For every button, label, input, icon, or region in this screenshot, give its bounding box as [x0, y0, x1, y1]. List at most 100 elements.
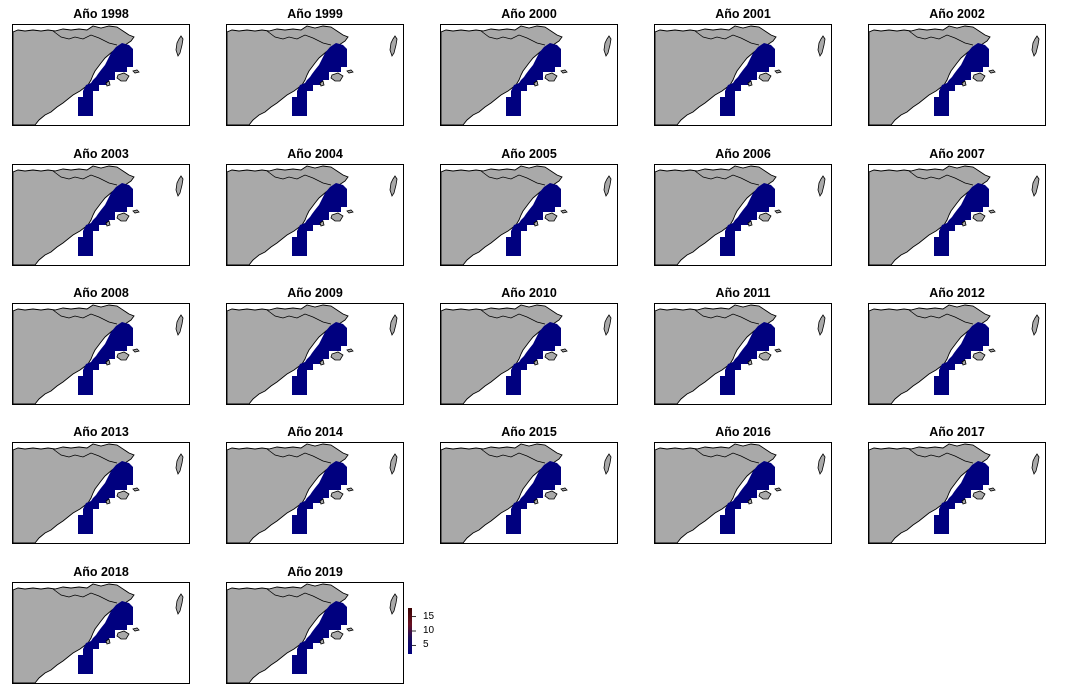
country-border — [52, 448, 118, 464]
balearic-ibiza — [105, 220, 111, 227]
iberian-peninsula-land — [655, 25, 777, 125]
balearic-ibiza — [105, 80, 111, 87]
balearic-menorca — [560, 487, 568, 492]
map-frame — [868, 164, 1046, 266]
country-border — [908, 30, 974, 46]
balearic-ibiza — [961, 80, 967, 87]
map-frame — [440, 164, 618, 266]
fishing-grid-cells — [78, 322, 133, 395]
iberia-map — [655, 25, 826, 125]
map-frame — [12, 582, 190, 684]
fishing-grid-cells — [292, 183, 347, 256]
iberia-map — [13, 165, 184, 265]
panel-title: Año 2019 — [287, 565, 343, 579]
fishing-grid-cells — [292, 43, 347, 116]
balearic-menorca — [988, 69, 996, 74]
balearic-menorca — [988, 487, 996, 492]
map-frame — [868, 303, 1046, 405]
map-frame — [654, 24, 832, 126]
legend-tick-label: 15 — [423, 610, 435, 622]
balearic-menorca — [132, 348, 140, 353]
corsica-island — [1031, 35, 1040, 57]
corsica-island — [603, 35, 612, 57]
corsica-island — [817, 175, 826, 197]
balearic-menorca — [132, 487, 140, 492]
map-panel: Año 2015 — [440, 424, 618, 546]
balearic-ibiza — [319, 638, 325, 645]
fishing-grid-cells — [78, 601, 133, 674]
country-border — [694, 448, 760, 464]
panel-title: Año 2014 — [287, 425, 343, 439]
country-border — [694, 309, 760, 325]
iberian-peninsula-land — [227, 25, 349, 125]
balearic-mallorca — [330, 212, 344, 222]
map-panel: Año 2001 — [654, 6, 832, 128]
country-border — [480, 170, 546, 186]
balearic-menorca — [346, 487, 354, 492]
panel-title: Año 2015 — [501, 425, 557, 439]
map-frame — [226, 164, 404, 266]
panel-title: Año 2003 — [73, 147, 129, 161]
corsica-island — [1031, 453, 1040, 475]
fishing-grid-cells — [506, 183, 561, 256]
panel-title: Año 1999 — [287, 7, 343, 21]
fishing-grid-cells — [506, 461, 561, 534]
country-border — [266, 30, 332, 46]
map-frame — [226, 303, 404, 405]
fishing-grid-cells — [934, 461, 989, 534]
map-frame — [12, 303, 190, 405]
balearic-mallorca — [972, 72, 986, 82]
fishing-grid-cells — [720, 43, 775, 116]
panel-title: Año 2005 — [501, 147, 557, 161]
corsica-island — [603, 175, 612, 197]
fishing-grid-cells — [720, 461, 775, 534]
map-frame — [12, 24, 190, 126]
map-panel: Año 2012 — [868, 285, 1046, 407]
country-border — [908, 448, 974, 464]
balearic-ibiza — [105, 359, 111, 366]
balearic-menorca — [774, 69, 782, 74]
balearic-menorca — [132, 627, 140, 632]
map-panel: Año 2013 — [12, 424, 190, 546]
map-panel: Año 1999 — [226, 6, 404, 128]
map-frame — [226, 442, 404, 544]
balearic-mallorca — [116, 351, 130, 361]
balearic-ibiza — [533, 498, 539, 505]
iberia-map — [869, 443, 1040, 543]
fishing-grid-cells — [292, 461, 347, 534]
iberia-map — [869, 304, 1040, 404]
iberia-map — [227, 443, 398, 543]
iberian-peninsula-land — [441, 443, 563, 543]
iberia-map — [13, 583, 184, 683]
country-border — [266, 309, 332, 325]
map-panel: Año 2011 — [654, 285, 832, 407]
map-panel: Año 2010 — [440, 285, 618, 407]
corsica-island — [389, 314, 398, 336]
balearic-menorca — [988, 209, 996, 214]
legend-gradient — [408, 608, 412, 654]
balearic-menorca — [774, 487, 782, 492]
iberia-map — [869, 165, 1040, 265]
balearic-menorca — [774, 348, 782, 353]
corsica-island — [175, 175, 184, 197]
balearic-mallorca — [544, 351, 558, 361]
legend-colorbar — [408, 608, 416, 654]
iberia-map — [441, 443, 612, 543]
balearic-ibiza — [747, 498, 753, 505]
fishing-grid-cells — [506, 43, 561, 116]
corsica-island — [175, 593, 184, 615]
balearic-ibiza — [533, 220, 539, 227]
balearic-ibiza — [105, 638, 111, 645]
map-panel: Año 2014 — [226, 424, 404, 546]
map-panel: Año 2005 — [440, 146, 618, 268]
corsica-island — [389, 175, 398, 197]
panel-title: Año 2013 — [73, 425, 129, 439]
balearic-menorca — [346, 348, 354, 353]
balearic-menorca — [132, 69, 140, 74]
balearic-mallorca — [544, 72, 558, 82]
balearic-mallorca — [116, 490, 130, 500]
panel-title: Año 2004 — [287, 147, 343, 161]
balearic-menorca — [774, 209, 782, 214]
country-border — [266, 588, 332, 604]
balearic-mallorca — [758, 351, 772, 361]
